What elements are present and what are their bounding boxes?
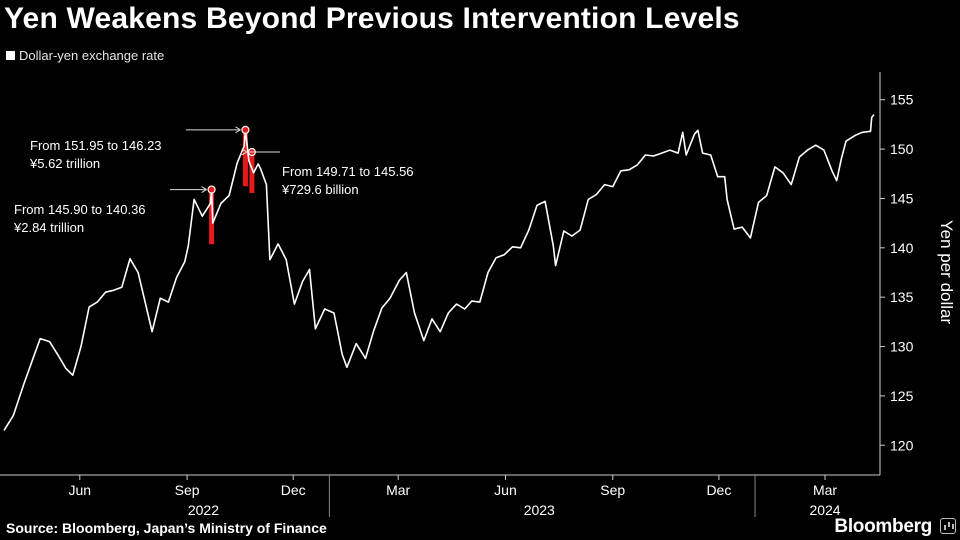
x-tick-label: Mar [386, 482, 410, 498]
y-tick-label: 125 [890, 388, 914, 404]
intervention-bar [249, 151, 255, 193]
intervention-marker [207, 185, 216, 194]
x-tick-label: Dec [706, 482, 731, 498]
annotation-arrowhead [201, 186, 207, 194]
year-label: 2022 [188, 502, 219, 518]
y-axis-title: Yen per dollar [937, 220, 956, 325]
legend-swatch [6, 51, 15, 60]
annotation-label: From 149.71 to 145.56 [282, 164, 414, 179]
x-tick-label: Sep [600, 482, 625, 498]
annotation-arrowhead [241, 148, 248, 156]
y-tick-label: 130 [890, 339, 914, 355]
y-tick-label: 150 [890, 141, 914, 157]
annotation-label: From 145.90 to 140.36 [14, 202, 146, 217]
x-tick-label: Sep [175, 482, 200, 498]
x-tick-label: Mar [813, 482, 837, 498]
annotation-label: From 151.95 to 146.23 [30, 138, 162, 153]
y-tick-label: 135 [890, 289, 914, 305]
annotation-arrowhead [235, 126, 241, 134]
annotation-amount: ¥2.84 trillion [13, 220, 84, 235]
intervention-bar [209, 189, 215, 245]
source-note: Source: Bloomberg, Japan’s Ministry of F… [6, 520, 327, 536]
legend: Dollar-yen exchange rate [6, 48, 164, 63]
intervention-bar [242, 129, 248, 187]
year-label: 2023 [524, 502, 555, 518]
y-tick-label: 155 [890, 92, 914, 108]
x-tick-label: Jun [494, 482, 517, 498]
annotation-amount: ¥729.6 billion [281, 182, 359, 197]
y-tick-label: 145 [890, 190, 914, 206]
annotation-amount: ¥5.62 trillion [29, 156, 100, 171]
y-tick-label: 140 [890, 240, 914, 256]
chart-title: Yen Weakens Beyond Previous Intervention… [4, 2, 740, 35]
intervention-marker [241, 125, 250, 134]
series-line [3, 114, 875, 431]
year-label: 2024 [809, 502, 840, 518]
bloomberg-logo: Bloomberg [834, 516, 932, 537]
x-tick-label: Dec [281, 482, 306, 498]
chart-icon [940, 518, 956, 534]
legend-label: Dollar-yen exchange rate [19, 48, 165, 63]
y-tick-label: 120 [890, 437, 914, 453]
x-tick-label: Jun [69, 482, 92, 498]
